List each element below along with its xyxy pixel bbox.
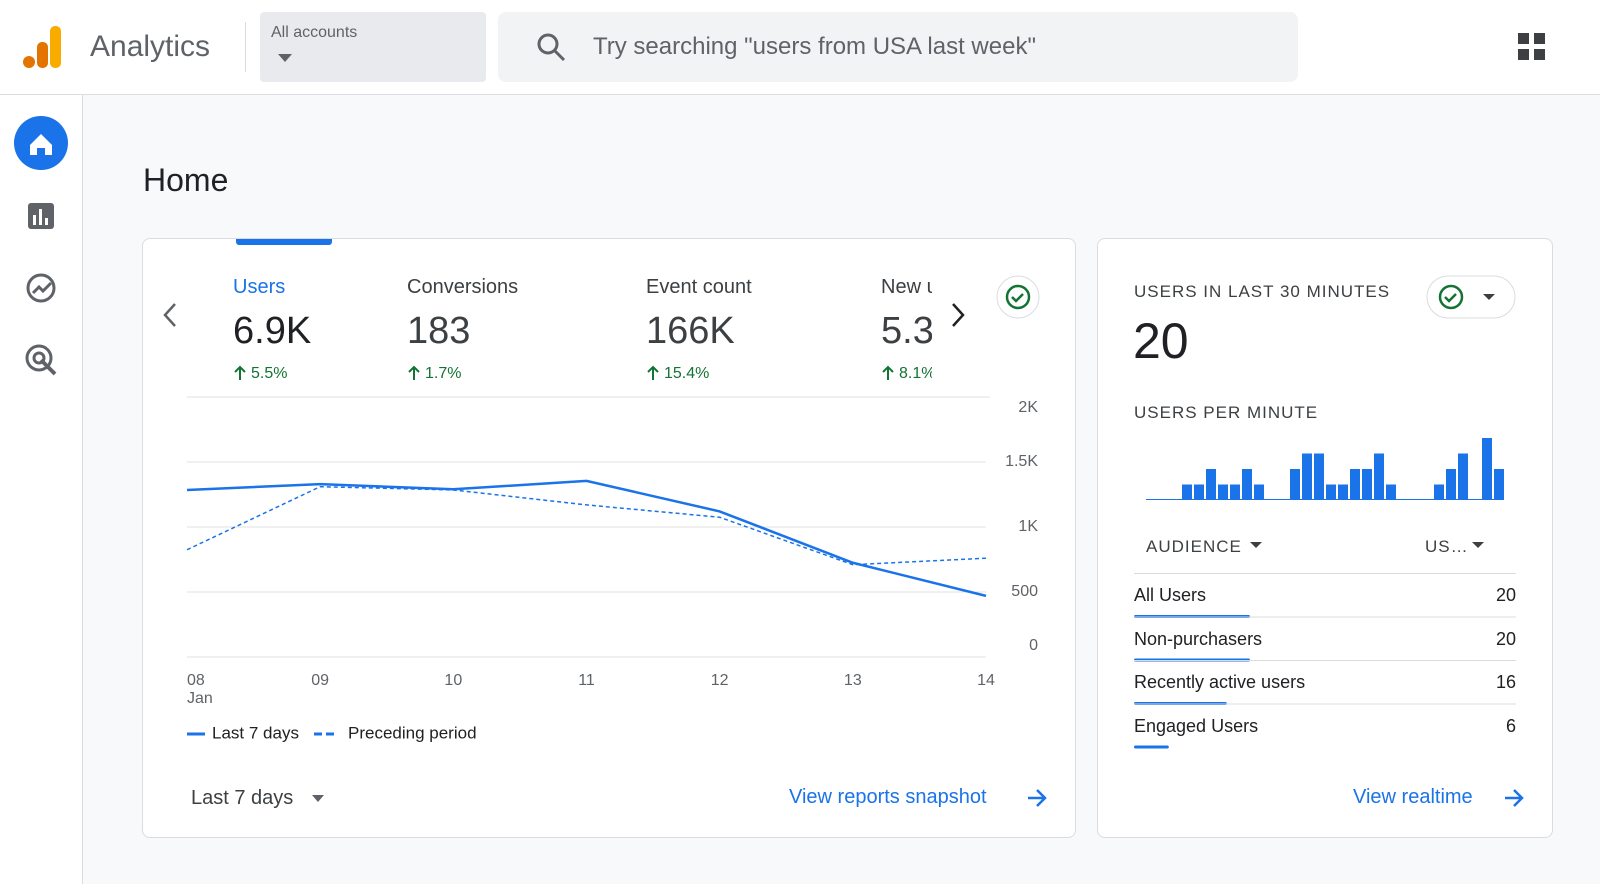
- next-button[interactable]: [948, 302, 968, 328]
- metric-change: 5.5%: [251, 365, 287, 383]
- table-divider: [1134, 573, 1516, 574]
- audience-users: 20: [1400, 629, 1516, 650]
- account-selector[interactable]: All accounts: [260, 12, 486, 82]
- metric-value: 166K: [646, 310, 735, 353]
- realtime-value: 20: [1133, 312, 1189, 370]
- dropdown-icon[interactable]: [311, 794, 325, 803]
- logo[interactable]: [22, 24, 64, 70]
- per-minute-title: USERS PER MINUTE: [1134, 403, 1318, 423]
- users-header[interactable]: US…: [1425, 537, 1469, 557]
- divider: [245, 22, 246, 72]
- dropdown-icon: [278, 54, 292, 64]
- audience-users: 20: [1400, 585, 1516, 606]
- account-label: All accounts: [271, 24, 357, 42]
- arrow-icon[interactable]: [1026, 788, 1048, 808]
- status-check[interactable]: [995, 274, 1041, 320]
- metric-change: 1.7%: [425, 365, 461, 383]
- apps-icon[interactable]: [1518, 33, 1546, 61]
- audience-name[interactable]: All Users: [1134, 585, 1206, 606]
- prev-button[interactable]: [160, 302, 180, 328]
- page-title: Home: [143, 162, 228, 199]
- search-icon: [536, 32, 566, 62]
- metric-value: 183: [407, 310, 470, 353]
- realtime-link[interactable]: View realtime: [1353, 786, 1473, 809]
- metric-label[interactable]: Conversions: [407, 276, 518, 299]
- dropdown-icon[interactable]: [1250, 542, 1262, 550]
- audience-name[interactable]: Recently active users: [1134, 672, 1305, 693]
- search-bar[interactable]: Try searching "users from USA last week": [498, 12, 1298, 82]
- realtime-status[interactable]: [1426, 275, 1516, 319]
- realtime-title: USERS IN LAST 30 MINUTES: [1134, 282, 1390, 302]
- date-range[interactable]: Last 7 days: [191, 787, 293, 810]
- nav-icons[interactable]: [14, 116, 70, 386]
- arrow-icon[interactable]: [1503, 788, 1525, 808]
- metric-change: 15.4%: [664, 365, 709, 383]
- metric-label[interactable]: Users: [233, 276, 285, 299]
- metric-label[interactable]: New u: [881, 276, 932, 299]
- metric-change: 8.1%: [899, 365, 932, 383]
- audience-name[interactable]: Engaged Users: [1134, 716, 1258, 737]
- reports-link[interactable]: View reports snapshot: [789, 786, 987, 809]
- dropdown-icon[interactable]: [1472, 542, 1484, 550]
- metric-value: 5.3: [881, 310, 932, 353]
- audience-name[interactable]: Non-purchasers: [1134, 629, 1262, 650]
- audience-header[interactable]: AUDIENCE: [1146, 537, 1242, 557]
- audience-users: 6: [1400, 716, 1516, 737]
- metric-label[interactable]: Event count: [646, 276, 752, 299]
- search-placeholder: Try searching "users from USA last week": [593, 33, 1036, 61]
- metric-value: 6.9K: [233, 310, 311, 353]
- active-tab-indicator: [236, 239, 332, 245]
- app-name: Analytics: [90, 30, 210, 64]
- audience-users: 16: [1400, 672, 1516, 693]
